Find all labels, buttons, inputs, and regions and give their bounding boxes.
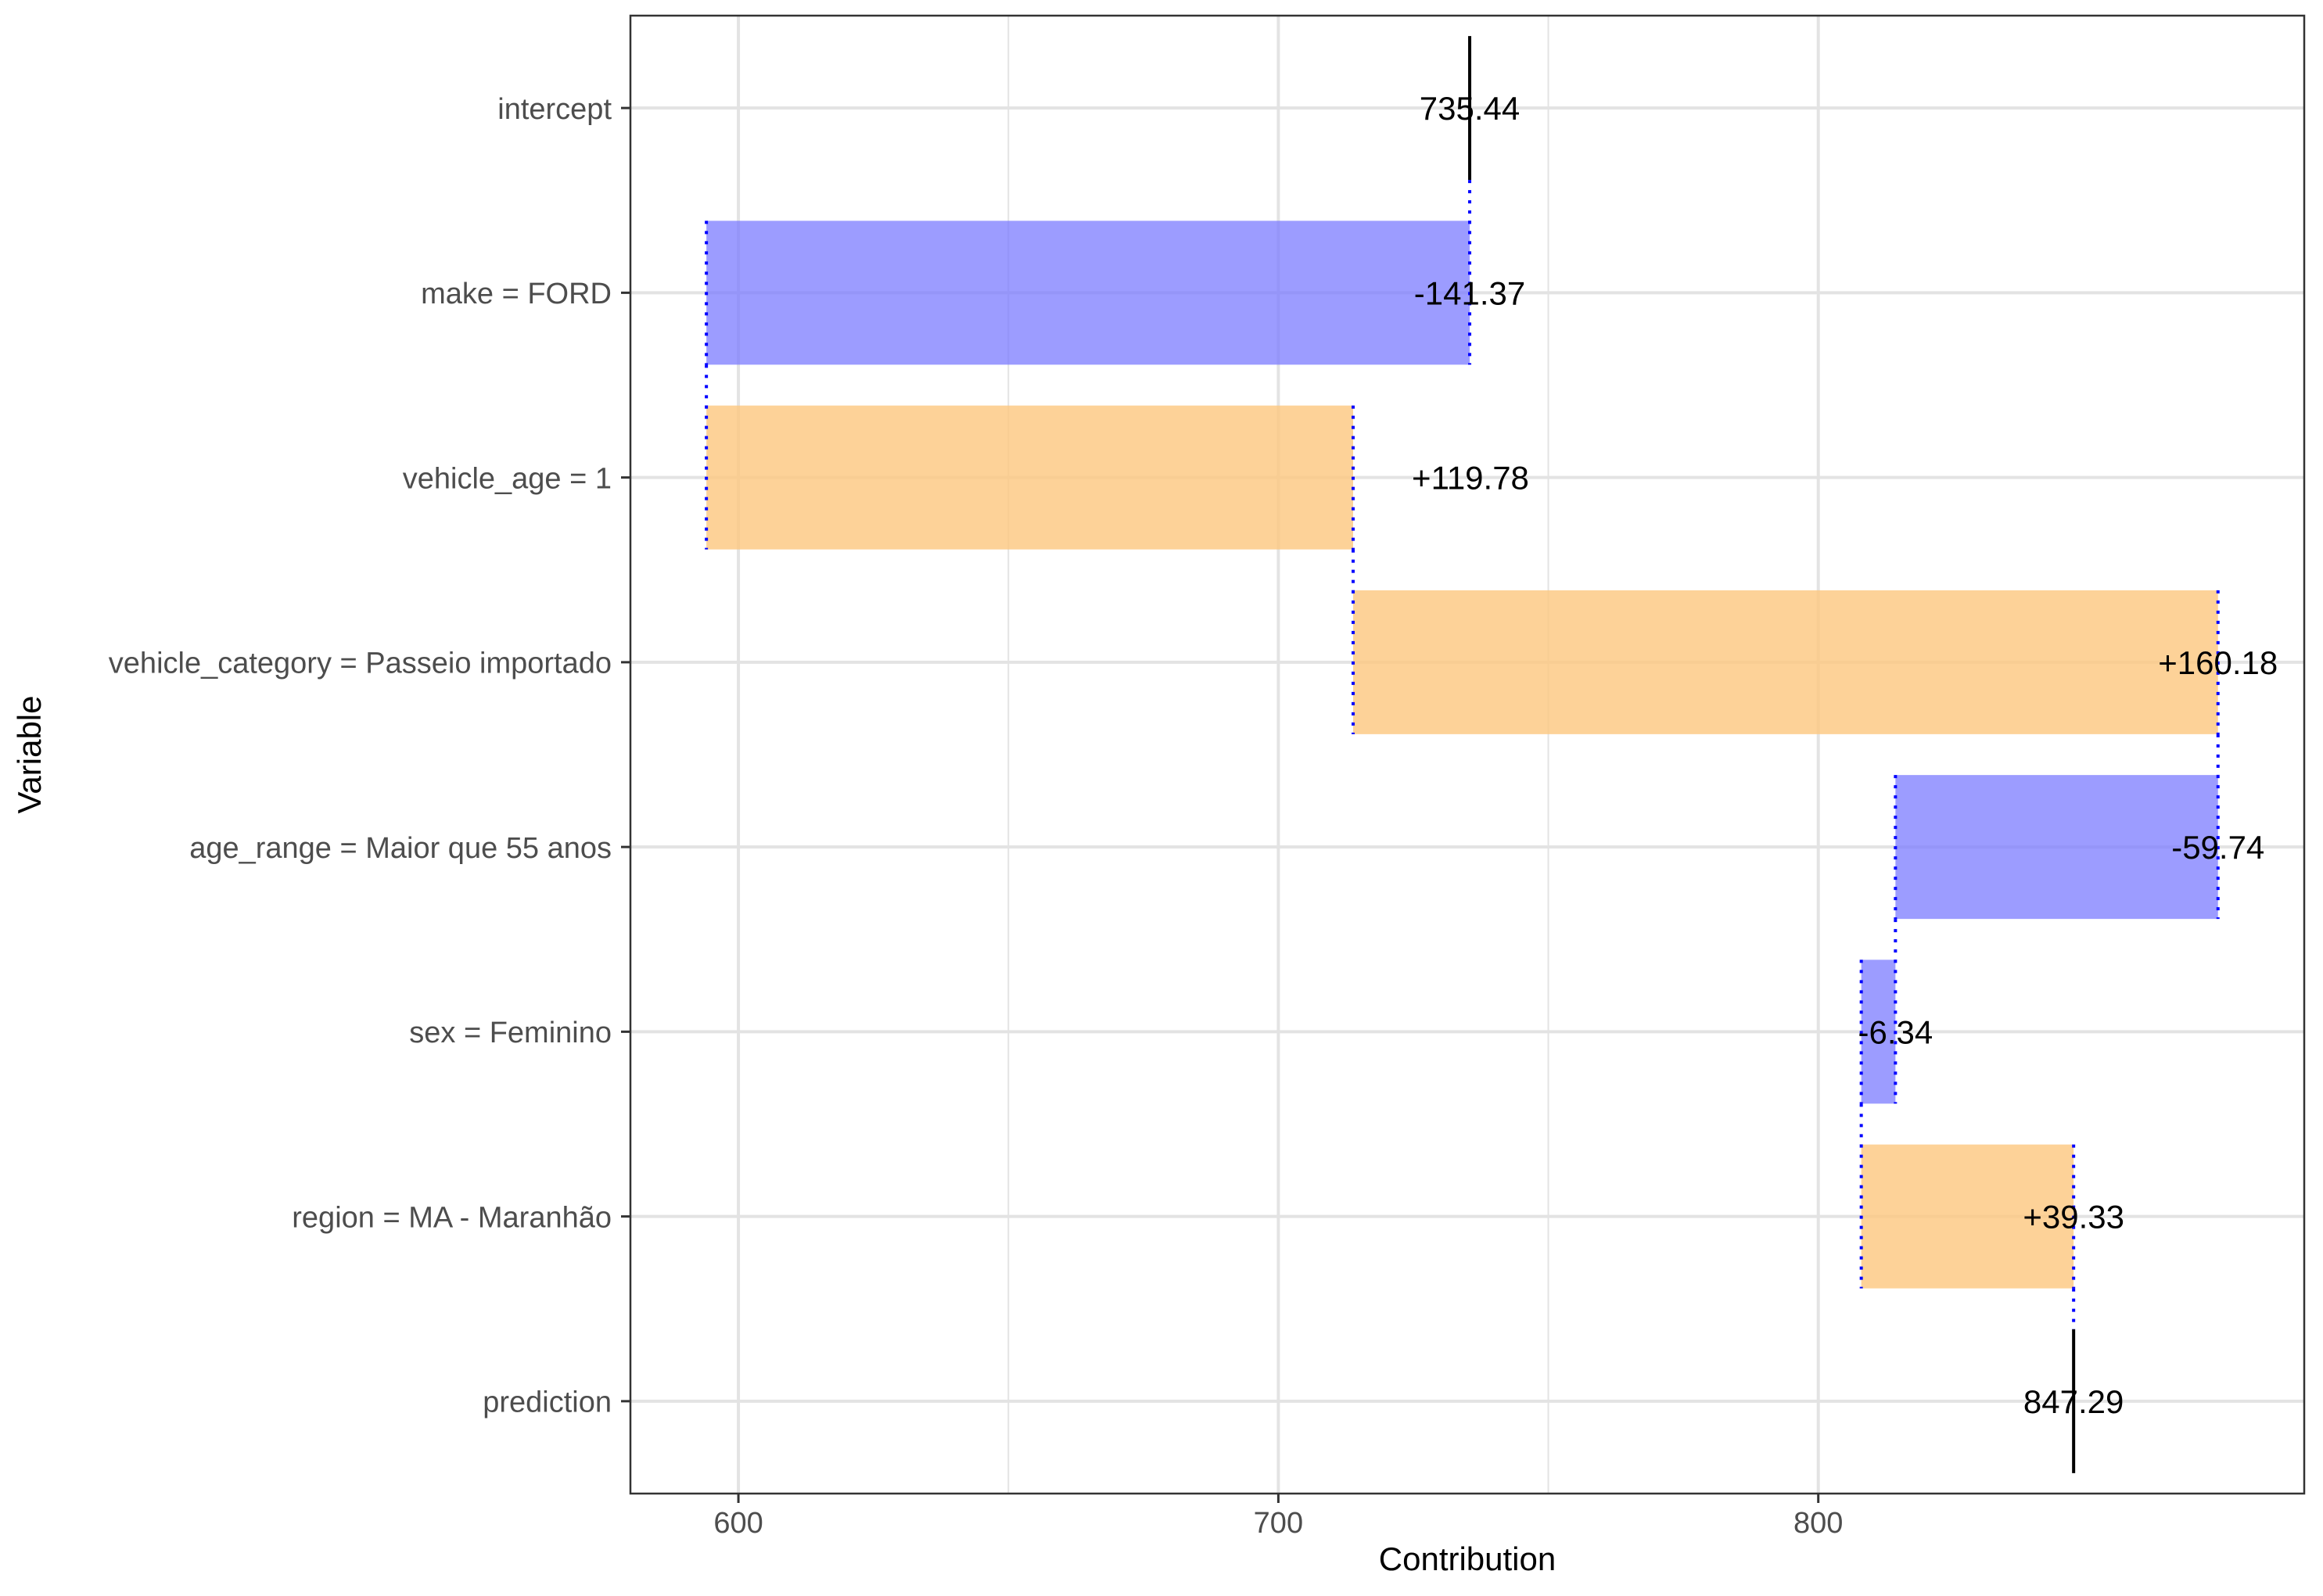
bars bbox=[706, 36, 2218, 1473]
data-label: +119.78 bbox=[1412, 460, 1529, 497]
connector-lines bbox=[705, 180, 2220, 1329]
y-tick-label: sex = Feminino bbox=[409, 1017, 612, 1049]
x-tick-label: 700 bbox=[1254, 1507, 1303, 1540]
contribution-bar bbox=[706, 221, 1470, 365]
contribution-bar bbox=[1861, 1144, 2074, 1289]
data-labels: 735.44 -141.37 +119.78 +160.18 -59.74 -6.34 +3… bbox=[1412, 90, 2278, 1420]
contribution-bar bbox=[1895, 775, 2218, 920]
y-tick-label: age_range = Maior que 55 anos bbox=[189, 832, 612, 865]
contribution-bar bbox=[1861, 959, 1896, 1104]
y-tick-label: region = MA - Maranhão bbox=[292, 1201, 612, 1234]
x-axis-title: Contribution bbox=[1379, 1540, 1556, 1577]
data-label: +39.33 bbox=[2023, 1199, 2124, 1236]
data-label: 735.44 bbox=[1420, 90, 1520, 127]
panel-border bbox=[629, 14, 2306, 1495]
data-label: -141.37 bbox=[1414, 274, 1525, 311]
contribution-bar bbox=[706, 405, 1353, 550]
axes: intercept make = FORD vehicle_age = 1 vehic… bbox=[109, 93, 1844, 1540]
y-tick-label: make = FORD bbox=[421, 278, 612, 310]
x-tick-label: 800 bbox=[1793, 1507, 1843, 1540]
y-tick-label: intercept bbox=[497, 93, 612, 126]
contribution-bar bbox=[1352, 590, 2218, 734]
y-tick-label: vehicle_category = Passeio importado bbox=[109, 647, 612, 680]
x-tick-label: 600 bbox=[713, 1507, 763, 1540]
y-tick-label: vehicle_age = 1 bbox=[403, 462, 612, 495]
y-axis-title: Variable bbox=[11, 696, 48, 814]
data-label: -6.34 bbox=[1858, 1013, 1933, 1050]
y-tick-label: prediction bbox=[483, 1386, 612, 1419]
data-label: +160.18 bbox=[2158, 644, 2278, 681]
data-label: 847.29 bbox=[2023, 1383, 2124, 1420]
data-label: -59.74 bbox=[2171, 829, 2264, 866]
